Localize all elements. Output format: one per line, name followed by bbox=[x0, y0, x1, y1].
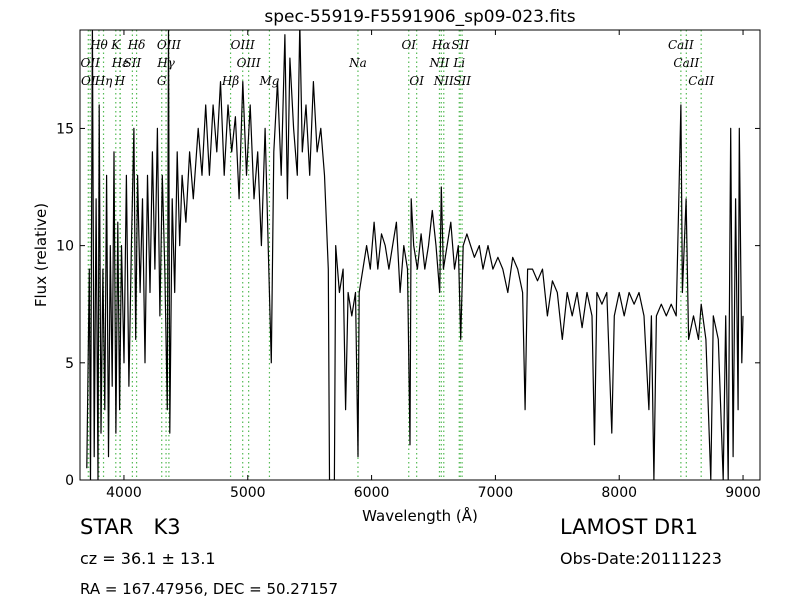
object-class: STAR K3 bbox=[80, 515, 181, 539]
spectral-line-label: Hθ bbox=[89, 38, 108, 52]
spectral-line-label: CaII bbox=[688, 74, 714, 88]
spectral-line-label: OIII bbox=[157, 38, 181, 52]
spectral-line-label: OI bbox=[409, 74, 424, 88]
coordinates: RA = 167.47956, DEC = 50.27157 bbox=[80, 580, 338, 598]
spectral-line-label: SII bbox=[124, 56, 142, 70]
spectral-line-label: Na bbox=[348, 56, 367, 70]
chart-title: spec-55919-F5591906_sp09-023.fits bbox=[264, 7, 575, 27]
spectrum-line bbox=[86, 30, 744, 480]
spectral-line-label: Mg bbox=[258, 74, 279, 88]
spectral-line-label: Hβ bbox=[221, 74, 239, 88]
plot-area bbox=[86, 30, 744, 480]
y-tick-label: 15 bbox=[56, 121, 74, 137]
x-tick-label: 7000 bbox=[478, 485, 514, 501]
spectral-line-label: CaII bbox=[668, 38, 694, 52]
spectral-line-label: G bbox=[157, 74, 167, 88]
spectral-line-label: Li bbox=[452, 56, 465, 70]
y-tick-label: 0 bbox=[65, 473, 74, 489]
redshift: cz = 36.1 ± 13.1 bbox=[80, 549, 216, 568]
spectral-line-label: OIII bbox=[237, 56, 261, 70]
spectral-line-label: Hα bbox=[431, 38, 451, 52]
spectral-line-label: Hη bbox=[94, 74, 113, 88]
axes-frame bbox=[79, 29, 761, 481]
spectral-line-label: OI bbox=[401, 38, 416, 52]
x-axis-label: Wavelength (Å) bbox=[362, 506, 478, 525]
spectral-line-label: Hδ bbox=[127, 38, 146, 52]
spectral-line-label: NII bbox=[428, 56, 449, 70]
x-tick-label: 8000 bbox=[601, 485, 637, 501]
x-tick-label: 5000 bbox=[230, 485, 266, 501]
spectral-line-label: OII bbox=[80, 56, 100, 70]
spectral-line-label: SII bbox=[451, 38, 469, 52]
spectral-line-label: K bbox=[110, 38, 121, 52]
x-tick-label: 9000 bbox=[725, 485, 761, 501]
survey: LAMOST DR1 bbox=[560, 515, 698, 539]
spectral-line-label: Hε bbox=[111, 56, 129, 70]
spectral-line-label: OI bbox=[81, 74, 96, 88]
x-tick-label: 4000 bbox=[106, 485, 142, 501]
y-axis-label: Flux (relative) bbox=[32, 203, 50, 307]
spectral-line-label: Hγ bbox=[156, 56, 175, 70]
spectral-line-label: OIII bbox=[231, 38, 255, 52]
y-tick-label: 5 bbox=[65, 356, 74, 372]
obs-date: Obs-Date:20111223 bbox=[560, 549, 722, 568]
spectral-line-label: CaII bbox=[673, 56, 699, 70]
spectral-line-label: H bbox=[114, 74, 126, 88]
spectral-line-label: NII bbox=[433, 74, 454, 88]
y-tick-label: 10 bbox=[56, 239, 74, 255]
x-tick-label: 6000 bbox=[354, 485, 390, 501]
spectral-line-label: SII bbox=[453, 74, 471, 88]
